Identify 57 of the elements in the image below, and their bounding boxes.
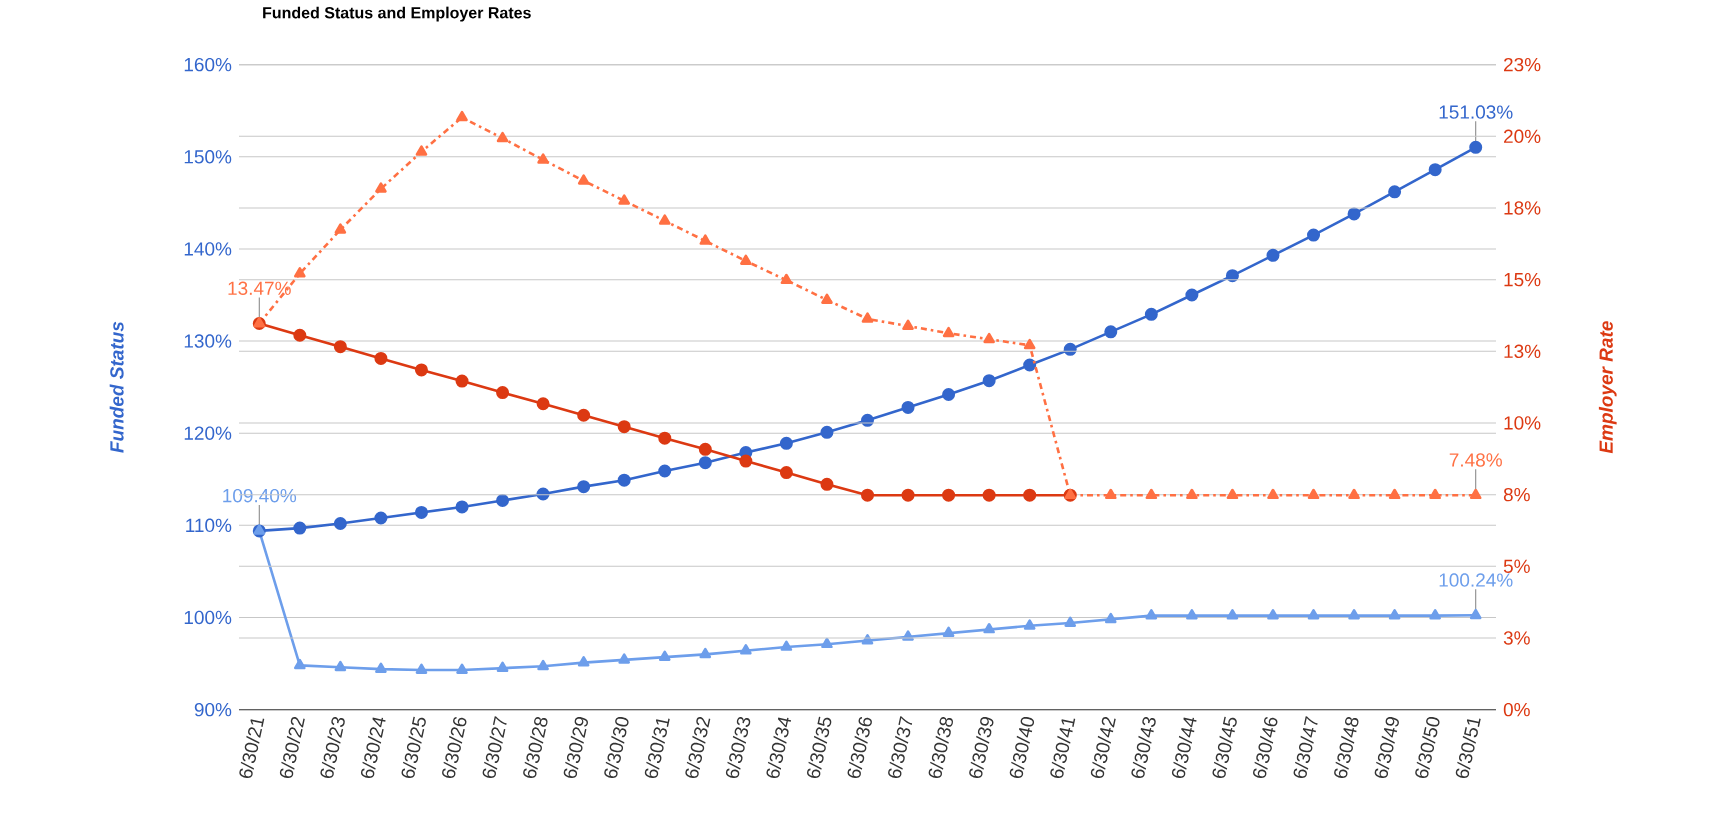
data-label: 151.03% <box>1439 105 1513 119</box>
x-tick-label: 6/30/41 <box>1050 718 1076 778</box>
x-tick-label: 6/30/32 <box>685 716 711 778</box>
x-tick-label: 6/30/50 <box>1415 717 1440 778</box>
x-tick-label: 6/30/48 <box>1334 716 1359 778</box>
x-tick-label: 6/30/26 <box>442 716 467 778</box>
data-label: 100.24% <box>1439 573 1513 587</box>
x-tick-label: 6/30/38 <box>928 716 954 778</box>
y-tick-label: 110% <box>186 518 232 533</box>
data-label: 7.48% <box>1449 453 1502 467</box>
y2-tick-label: 13% <box>1504 344 1541 359</box>
x-tick-label: 6/30/35 <box>807 716 832 778</box>
x-tick-label: 6/30/31 <box>644 718 670 778</box>
y-axis-title: Funded Status <box>109 321 124 453</box>
y-tick-label: 150% <box>184 150 232 164</box>
y2-tick-label: 8% <box>1503 487 1530 502</box>
y-tick-label: 140% <box>184 242 232 256</box>
y-tick-label: 90% <box>194 702 232 717</box>
x-tick-label: 6/30/37 <box>888 716 913 778</box>
x-tick-label: 6/30/25 <box>401 716 426 778</box>
chart-title: Funded Status and Employer Rates <box>263 6 531 22</box>
x-tick-label: 6/30/47 <box>1293 716 1318 778</box>
x-tick-label: 6/30/39 <box>969 717 994 778</box>
x-tick-label: 6/30/43 <box>1131 716 1156 778</box>
x-tick-label: 6/30/42 <box>1090 716 1116 778</box>
y2-tick-label: 10% <box>1504 416 1541 430</box>
x-tick-label: 6/30/21 <box>239 718 265 778</box>
y-tick-label: 100% <box>184 610 232 625</box>
y2-tick-label: 5% <box>1503 559 1530 573</box>
data-label: 13.47% <box>228 281 291 295</box>
y2-tick-label: 15% <box>1504 272 1541 287</box>
x-tick-label: 6/30/49 <box>1374 717 1399 778</box>
x-tick-label: 6/30/24 <box>360 717 386 778</box>
x-tick-label: 6/30/34 <box>766 717 792 778</box>
x-tick-label: 6/30/51 <box>1455 718 1481 778</box>
y-tick-label: 160% <box>184 57 232 72</box>
y2-axis-title: Employer Rate <box>1598 321 1617 454</box>
x-tick-label: 6/30/36 <box>847 716 872 778</box>
y2-tick-label: 3% <box>1503 631 1530 645</box>
y-tick-label: 120% <box>184 426 232 440</box>
x-tick-label: 6/30/40 <box>1009 717 1035 778</box>
x-tick-label: 6/30/33 <box>725 716 751 778</box>
x-tick-label: 6/30/28 <box>523 716 548 778</box>
y-tick-label: 130% <box>184 334 232 348</box>
y2-tick-label: 18% <box>1504 201 1541 215</box>
y2-tick-label: 20% <box>1504 129 1541 144</box>
data-label: 109.40% <box>223 488 297 503</box>
x-tick-label: 6/30/45 <box>1212 716 1237 778</box>
x-tick-label: 6/30/30 <box>604 717 629 778</box>
x-tick-label: 6/30/29 <box>563 717 588 778</box>
x-tick-label: 6/30/23 <box>320 716 345 778</box>
x-tick-label: 6/30/44 <box>1171 717 1197 778</box>
x-tick-label: 6/30/22 <box>279 716 305 778</box>
y2-tick-label: 23% <box>1504 57 1541 72</box>
x-tick-label: 6/30/27 <box>482 716 507 778</box>
y2-tick-label: 0% <box>1503 702 1530 717</box>
x-tick-label: 6/30/46 <box>1253 716 1278 778</box>
